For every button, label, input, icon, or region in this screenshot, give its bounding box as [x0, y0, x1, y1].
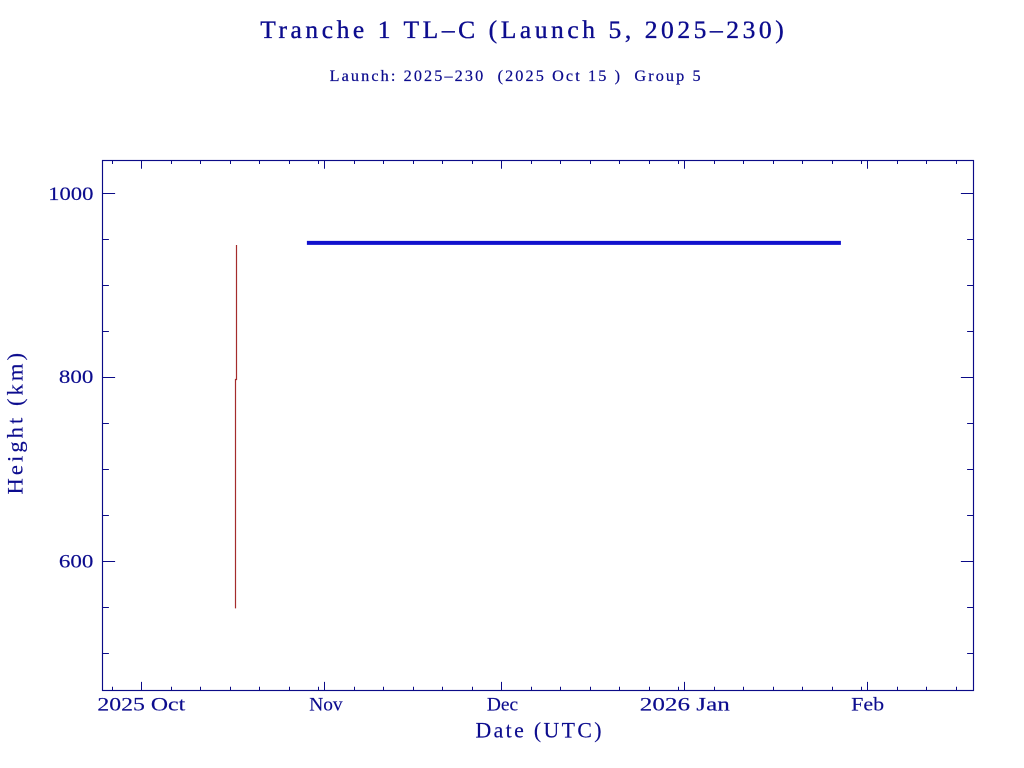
svg-text:1000: 1000: [48, 184, 93, 205]
svg-text:2025 Oct: 2025 Oct: [97, 694, 186, 715]
svg-text:Tranche 1 TL–C (Launch 5, 2025: Tranche 1 TL–C (Launch 5, 2025–230): [260, 15, 784, 44]
svg-text:2026 Jan: 2026 Jan: [640, 694, 730, 715]
svg-text:Launch: 2025–230 (2025 Oct 15: Launch: 2025–230 (2025 Oct 15 ) Group 5: [330, 67, 701, 85]
svg-text:Nov: Nov: [309, 694, 343, 715]
svg-text:Date (UTC): Date (UTC): [476, 719, 602, 743]
svg-text:Dec: Dec: [487, 694, 519, 715]
svg-text:Feb: Feb: [851, 694, 884, 715]
svg-text:Height (km): Height (km): [2, 353, 27, 495]
svg-text:800: 800: [59, 367, 94, 388]
svg-text:600: 600: [59, 551, 94, 572]
